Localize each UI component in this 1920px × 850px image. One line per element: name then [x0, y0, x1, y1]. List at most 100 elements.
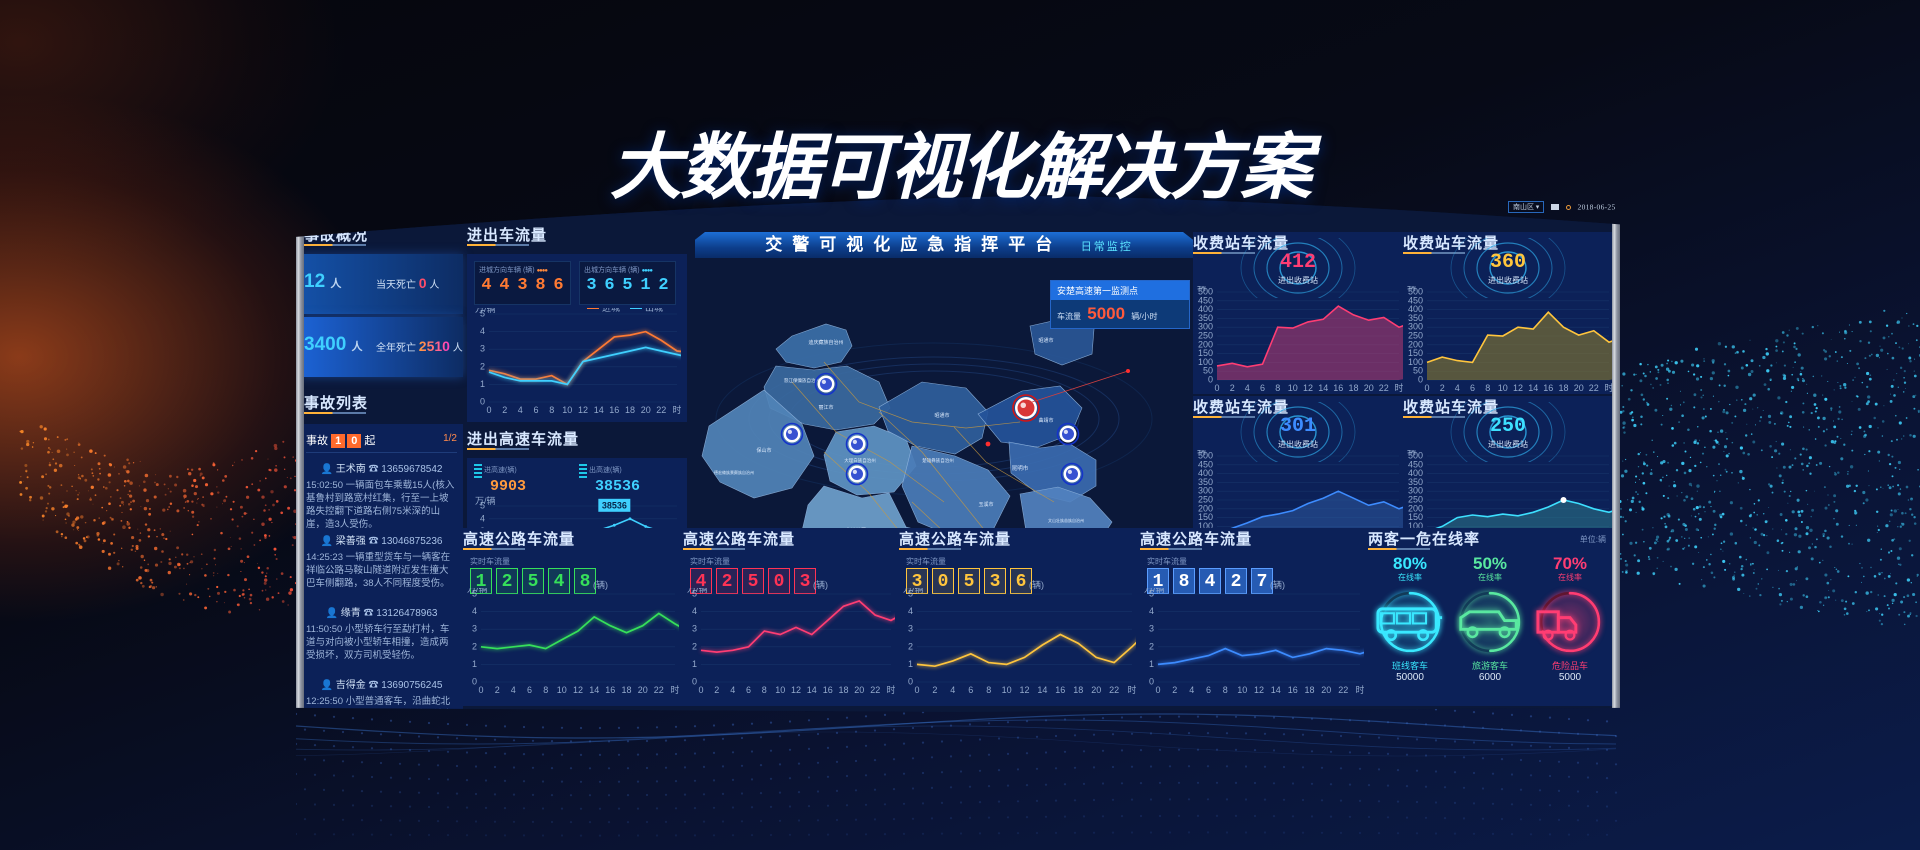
- svg-text:文山壮族苗族自治州: 文山壮族苗族自治州: [1048, 517, 1084, 523]
- svg-text:12: 12: [1303, 383, 1313, 393]
- svg-text:时: 时: [1355, 684, 1364, 695]
- svg-text:14: 14: [1318, 383, 1328, 393]
- svg-text:8: 8: [1275, 383, 1280, 393]
- svg-text:22: 22: [1109, 685, 1119, 695]
- svg-text:4: 4: [1149, 606, 1154, 616]
- svg-text:0: 0: [1149, 677, 1154, 687]
- svg-text:10: 10: [562, 405, 572, 415]
- svg-text:22: 22: [1589, 383, 1599, 393]
- svg-text:20: 20: [1574, 383, 1584, 393]
- svg-text:20: 20: [1364, 383, 1374, 393]
- svg-text:400: 400: [1198, 468, 1213, 478]
- svg-text:0: 0: [908, 677, 913, 687]
- svg-text:4: 4: [1189, 685, 1194, 695]
- svg-text:450: 450: [1408, 295, 1423, 305]
- svg-text:400: 400: [1408, 304, 1423, 314]
- svg-text:3: 3: [1149, 624, 1154, 634]
- svg-text:18: 18: [625, 405, 635, 415]
- svg-text:18: 18: [1348, 383, 1358, 393]
- svg-text:12: 12: [1254, 685, 1264, 695]
- svg-text:0: 0: [478, 685, 483, 695]
- svg-text:200: 200: [1408, 339, 1423, 349]
- svg-text:6: 6: [1260, 383, 1265, 393]
- svg-text:万/辆: 万/辆: [1144, 588, 1165, 594]
- svg-text:保山市: 保山市: [756, 447, 771, 454]
- svg-text:4: 4: [518, 405, 523, 415]
- svg-text:250: 250: [1198, 495, 1213, 505]
- svg-text:150: 150: [1198, 512, 1213, 522]
- svg-text:楚雄彝族自治州: 楚雄彝族自治州: [922, 457, 954, 464]
- svg-text:350: 350: [1198, 477, 1213, 487]
- svg-text:8: 8: [762, 685, 767, 695]
- svg-text:8: 8: [543, 685, 548, 695]
- svg-text:丽江市: 丽江市: [818, 404, 833, 411]
- svg-text:14: 14: [807, 685, 817, 695]
- svg-text:4: 4: [730, 685, 735, 695]
- svg-text:迪庆藏族自治州: 迪庆藏族自治州: [808, 339, 843, 346]
- svg-text:300: 300: [1198, 486, 1213, 496]
- svg-text:2: 2: [714, 685, 719, 695]
- svg-text:12: 12: [573, 685, 583, 695]
- svg-text:22: 22: [654, 685, 664, 695]
- svg-text:时: 时: [1604, 382, 1612, 393]
- svg-text:18: 18: [1558, 383, 1568, 393]
- svg-text:10: 10: [1002, 685, 1012, 695]
- svg-text:万/辆: 万/辆: [467, 588, 488, 594]
- svg-text:10: 10: [1237, 685, 1247, 695]
- svg-text:20: 20: [641, 405, 651, 415]
- svg-text:38536: 38536: [602, 500, 627, 510]
- svg-text:6: 6: [1470, 383, 1475, 393]
- svg-text:250: 250: [1198, 331, 1213, 341]
- svg-text:16: 16: [605, 685, 615, 695]
- svg-text:8: 8: [1223, 685, 1228, 695]
- svg-text:150: 150: [1408, 348, 1423, 358]
- svg-text:12: 12: [578, 405, 588, 415]
- svg-text:50: 50: [1203, 366, 1213, 376]
- svg-text:8: 8: [1485, 383, 1490, 393]
- svg-text:昆明市: 昆明市: [1012, 464, 1029, 472]
- svg-text:1: 1: [472, 659, 477, 669]
- svg-text:4: 4: [480, 513, 485, 523]
- svg-text:3: 3: [472, 624, 477, 634]
- svg-text:2: 2: [1440, 383, 1445, 393]
- svg-text:14: 14: [589, 685, 599, 695]
- svg-text:2: 2: [932, 685, 937, 695]
- svg-text:2: 2: [1172, 685, 1177, 695]
- svg-text:12: 12: [791, 685, 801, 695]
- svg-text:200: 200: [1408, 503, 1423, 513]
- svg-text:德宏傣族景颇族自治州: 德宏傣族景颇族自治州: [714, 469, 754, 475]
- svg-text:10: 10: [1288, 383, 1298, 393]
- svg-text:6: 6: [746, 685, 751, 695]
- svg-text:2: 2: [480, 361, 485, 371]
- svg-text:22: 22: [870, 685, 880, 695]
- svg-text:8: 8: [549, 405, 554, 415]
- svg-text:万/辆: 万/辆: [475, 495, 496, 506]
- svg-text:10: 10: [557, 685, 567, 695]
- svg-text:12: 12: [1513, 383, 1523, 393]
- svg-text:0: 0: [486, 405, 491, 415]
- svg-text:200: 200: [1198, 339, 1213, 349]
- svg-text:3: 3: [908, 624, 913, 634]
- svg-text:万/辆: 万/辆: [475, 308, 496, 314]
- svg-text:4: 4: [511, 685, 516, 695]
- svg-text:4: 4: [1245, 383, 1250, 393]
- svg-text:16: 16: [1333, 383, 1343, 393]
- svg-text:16: 16: [823, 685, 833, 695]
- svg-text:4: 4: [480, 326, 485, 336]
- svg-text:万/辆: 万/辆: [687, 588, 708, 594]
- svg-text:时: 时: [670, 684, 679, 695]
- svg-text:14: 14: [1037, 685, 1047, 695]
- svg-text:玉溪市: 玉溪市: [978, 501, 993, 508]
- svg-text:2: 2: [1149, 641, 1154, 651]
- svg-text:16: 16: [1055, 685, 1065, 695]
- svg-text:0: 0: [1208, 375, 1213, 385]
- svg-text:0: 0: [1424, 383, 1429, 393]
- svg-text:0: 0: [692, 677, 697, 687]
- svg-text:450: 450: [1198, 459, 1213, 469]
- svg-text:10: 10: [775, 685, 785, 695]
- svg-text:1: 1: [1149, 659, 1154, 669]
- svg-text:450: 450: [1408, 459, 1423, 469]
- svg-text:2: 2: [495, 685, 500, 695]
- svg-text:0: 0: [914, 685, 919, 695]
- svg-text:4: 4: [472, 606, 477, 616]
